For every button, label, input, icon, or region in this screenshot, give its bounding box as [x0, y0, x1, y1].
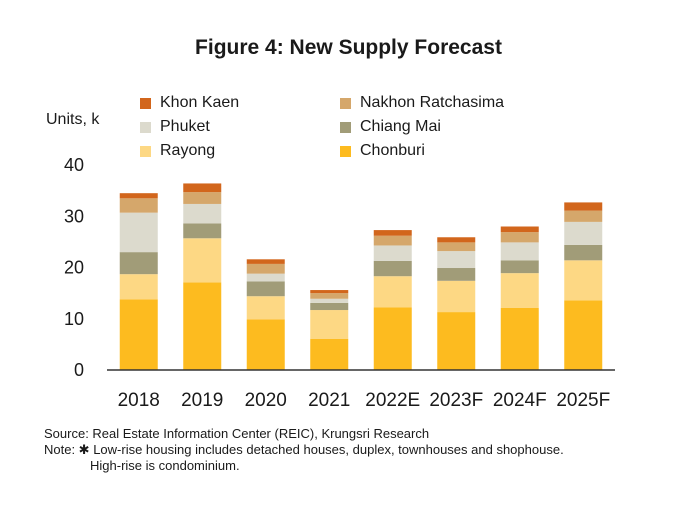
footnotes: Source: Real Estate Information Center (… [44, 426, 564, 474]
bar-segment [500, 232, 539, 243]
bar-segment [373, 245, 412, 261]
bar-segment [183, 192, 222, 204]
y-axis-label: Units, k [46, 111, 100, 128]
legend-item-chonburi: Chonburi [340, 142, 425, 160]
bar-segment [373, 276, 412, 308]
bar-segment [564, 300, 603, 370]
bar-segment [437, 268, 476, 281]
bar-segment [437, 237, 476, 243]
bar-segment [500, 226, 539, 233]
bar-segment [564, 260, 603, 301]
legend-swatch [140, 121, 151, 133]
bar-segment [437, 242, 476, 252]
bar-segment [310, 302, 349, 311]
legend-item-nakhon-ratchasima: Nakhon Ratchasima [340, 94, 504, 112]
legend-swatch [340, 145, 351, 157]
legend-label: Phuket [160, 118, 210, 135]
x-axis-ticks: 2018 2019 2020 2021 2022E 2023F 2024F 2025F [118, 390, 611, 411]
y-axis-ticks: 0 10 20 30 40 [64, 155, 84, 380]
x-tick-label: 2021 [308, 390, 350, 411]
bar-segment [183, 282, 222, 370]
legend-item-chiang-mai: Chiang Mai [340, 118, 441, 136]
high-rise-note: High-rise is condominium. [90, 458, 240, 473]
legend-swatch [140, 145, 151, 157]
y-tick-label: 0 [74, 360, 84, 380]
bar-segment [373, 235, 412, 246]
bar-segment [246, 263, 285, 274]
bar-segment [564, 202, 603, 211]
bar-segment [373, 260, 412, 277]
bar-segment [500, 260, 539, 274]
legend-label: Rayong [160, 142, 216, 159]
bar-segment [119, 252, 158, 275]
bar-segment [119, 299, 158, 370]
legend-label: Chiang Mai [360, 118, 441, 135]
source-note: Source: Real Estate Information Center (… [44, 426, 430, 441]
bar-segment [310, 293, 349, 299]
y-tick-label: 10 [64, 309, 84, 329]
bar-segment [119, 274, 158, 300]
legend-swatch [140, 97, 151, 109]
legend-swatch [340, 97, 351, 109]
x-tick-label: 2018 [118, 390, 160, 411]
legend-label: Chonburi [360, 142, 425, 159]
bars [119, 183, 603, 370]
low-rise-note: Note: ✱ Low-rise housing includes detach… [44, 442, 564, 457]
bar-segment [500, 273, 539, 308]
bar-segment [183, 183, 222, 193]
y-tick-label: 20 [64, 258, 84, 278]
y-tick-label: 40 [64, 155, 84, 175]
bar-segment [437, 280, 476, 313]
bar-segment [119, 198, 158, 213]
x-tick-label: 2025F [556, 390, 610, 411]
bar-segment [183, 223, 222, 239]
bar-segment [119, 193, 158, 199]
bar-segment [183, 238, 222, 283]
x-tick-label: 2019 [181, 390, 223, 411]
chart-title: Figure 4: New Supply Forecast [195, 36, 502, 59]
bar-segment [564, 221, 603, 245]
legend-item-rayong: Rayong [140, 142, 215, 160]
x-tick-label: 2020 [245, 390, 287, 411]
bar-segment [564, 210, 603, 222]
y-tick-label: 30 [64, 206, 84, 226]
bar-segment [373, 230, 412, 236]
legend-swatch [340, 121, 351, 133]
x-tick-label: 2022E [365, 390, 420, 411]
bar-segment [183, 203, 222, 224]
x-tick-label: 2024F [493, 390, 547, 411]
bar-segment [246, 281, 285, 297]
bar-segment [310, 298, 349, 303]
legend-item-phuket: Phuket [140, 118, 210, 136]
legend-label: Khon Kaen [160, 94, 240, 111]
bar-segment [437, 312, 476, 370]
bar-segment [246, 259, 285, 264]
bar-segment [246, 296, 285, 320]
x-tick-label: 2023F [429, 390, 483, 411]
legend-item-khon-kaen: Khon Kaen [140, 94, 239, 112]
bar-segment [500, 307, 539, 370]
bar-segment [310, 310, 349, 339]
bar-segment [310, 338, 349, 370]
bar-segment [246, 273, 285, 282]
bar-segment [437, 251, 476, 269]
bar-segment [564, 244, 603, 261]
stacked-bar-chart: 0 10 20 30 40 2018 2019 2020 2021 2022E 2023F 2024… [64, 155, 615, 411]
bar-segment [373, 307, 412, 370]
bar-segment [119, 212, 158, 253]
bar-segment [310, 290, 349, 294]
bar-segment [500, 242, 539, 261]
bar-segment [246, 319, 285, 370]
legend-label: Nakhon Ratchasima [360, 94, 505, 111]
